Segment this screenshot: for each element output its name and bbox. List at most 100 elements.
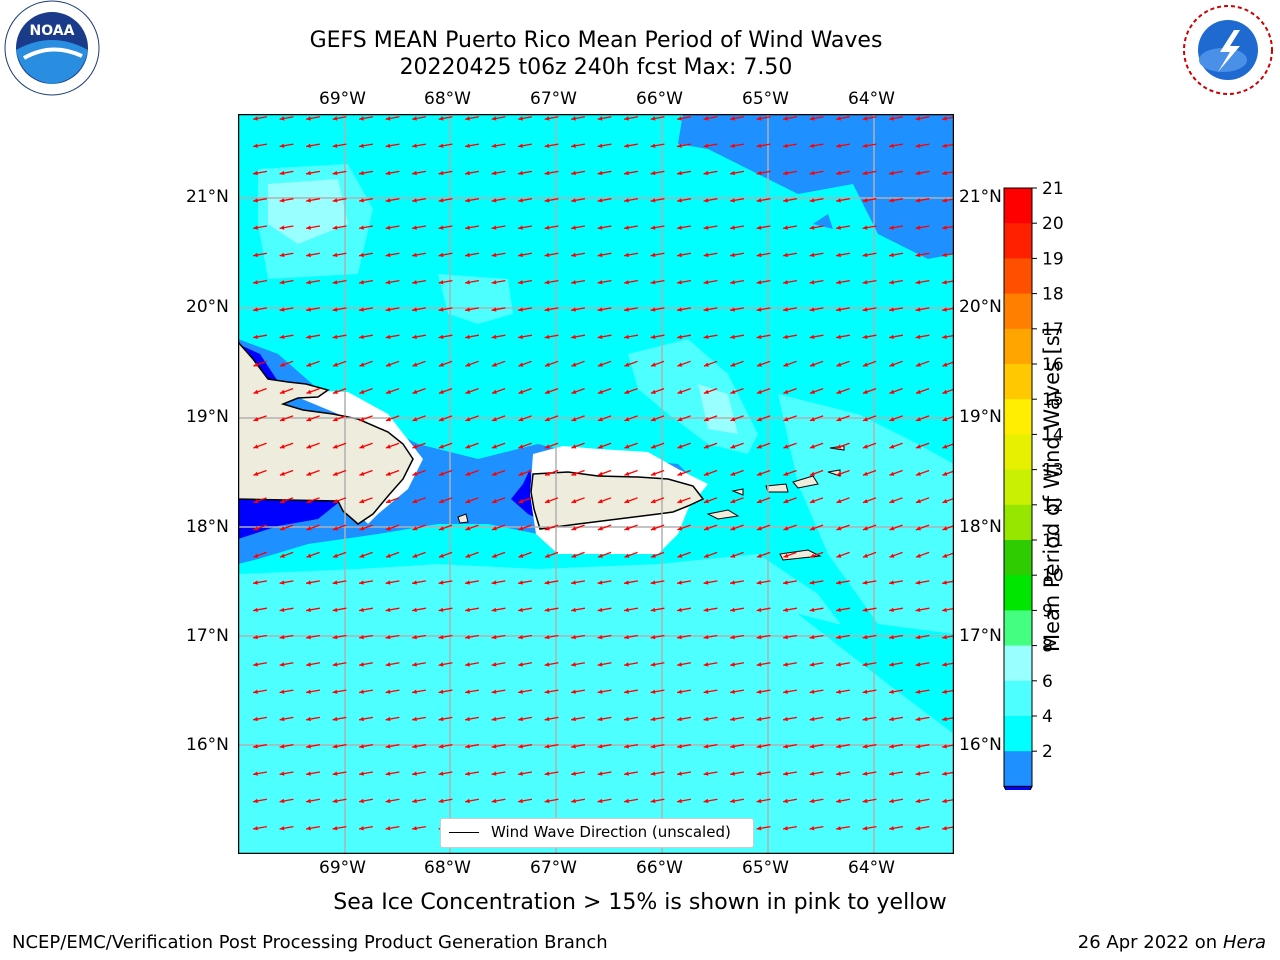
wave-arrow	[544, 415, 559, 422]
wave-arrow	[411, 116, 427, 121]
wave-arrow	[836, 469, 850, 476]
wave-arrow	[677, 551, 691, 558]
wave-arrow	[544, 580, 559, 585]
wave-arrow	[756, 116, 771, 121]
wave-arrow	[676, 798, 692, 804]
wave-arrow	[279, 469, 294, 476]
wave-arrow	[491, 634, 506, 640]
wave-arrow	[252, 334, 268, 339]
wave-arrow	[517, 334, 533, 339]
wave-arrow	[491, 716, 506, 722]
wave-arrow	[253, 387, 267, 395]
wave-arrow	[809, 716, 824, 722]
wave-arrow	[252, 716, 268, 722]
wave-arrow	[332, 469, 347, 476]
wave-arrow	[809, 307, 824, 312]
wave-arrow	[359, 469, 373, 476]
colorbar-tick-label: 4	[1042, 707, 1053, 727]
wave-arrow	[835, 662, 851, 667]
lon-label-bottom-68w: 68°W	[424, 858, 471, 878]
wave-arrow	[465, 415, 479, 422]
colorbar-graphic: 21 20 19 18 17 16 15 14 13 12 11 10 9 8 6 4 2	[1003, 179, 1064, 816]
wave-arrow	[464, 607, 480, 612]
wave-arrow	[517, 307, 533, 312]
wave-arrow	[385, 225, 400, 230]
wave-arrow	[518, 387, 532, 395]
wave-arrow	[597, 252, 612, 258]
wave-arrow	[756, 469, 771, 476]
wave-arrow	[703, 143, 718, 148]
wave-arrow	[862, 307, 877, 312]
colorbar-segment	[1004, 258, 1032, 295]
wave-arrow	[597, 551, 612, 558]
wave-arrow	[358, 580, 374, 585]
wave-arrow	[888, 689, 904, 694]
wave-arrow	[915, 524, 930, 531]
wave-arrow	[279, 334, 294, 339]
wave-arrow	[385, 825, 400, 831]
wave-arrow	[756, 607, 771, 612]
wave-arrow	[491, 170, 506, 176]
wave-arrow	[624, 524, 638, 531]
blue-patch	[813, 214, 833, 229]
wave-arrow	[756, 360, 771, 367]
wave-arrow	[836, 387, 850, 395]
wave-arrow	[544, 387, 559, 395]
wave-arrow	[915, 607, 930, 612]
wave-arrow	[571, 469, 585, 476]
wave-arrow	[332, 716, 347, 722]
colorbar-tick-label: 6	[1042, 672, 1053, 692]
wave-arrow	[358, 689, 374, 694]
wave-arrow	[650, 634, 665, 640]
wave-arrow	[517, 116, 533, 121]
wave-arrow	[862, 634, 877, 640]
wave-arrow	[703, 442, 718, 449]
wave-arrow	[438, 551, 453, 558]
wave-arrow	[915, 689, 930, 694]
colorbar-segment	[1004, 364, 1032, 400]
wave-arrow	[491, 279, 506, 285]
footer-date-text: 26 Apr 2022 on	[1077, 932, 1223, 953]
wave-arrow	[438, 469, 453, 476]
wave-arrow	[517, 662, 533, 667]
wave-arrow	[464, 798, 480, 804]
wave-arrow	[491, 798, 506, 804]
wave-arrow	[305, 662, 321, 667]
wave-arrow	[915, 771, 930, 776]
wave-arrow	[835, 116, 851, 121]
wave-arrow	[438, 334, 453, 339]
wave-arrow	[411, 689, 427, 694]
wave-arrow	[544, 716, 559, 722]
wave-arrow	[411, 662, 427, 667]
wave-arrow	[624, 551, 638, 558]
wave-arrow	[570, 116, 586, 121]
wave-arrow	[703, 798, 718, 804]
wave-arrow	[385, 116, 400, 121]
wave-arrow	[623, 607, 639, 612]
wave-arrow	[332, 334, 347, 339]
wave-arrow	[491, 143, 506, 148]
wave-arrow	[888, 798, 904, 804]
wave-arrow	[544, 551, 559, 558]
wave-arrow	[464, 771, 480, 776]
noaa-logo-text: NOAA	[30, 23, 75, 39]
colorbar-tick-label: 13	[1042, 461, 1064, 481]
wave-arrow	[597, 387, 612, 395]
wave-arrow	[252, 689, 268, 694]
wave-arrow	[332, 198, 347, 203]
wave-arrow	[252, 307, 268, 312]
wave-arrow	[809, 170, 824, 176]
wave-arrow	[570, 170, 586, 176]
wave-arrow	[597, 279, 612, 285]
wave-arrow	[835, 689, 851, 694]
wave-arrow	[862, 279, 877, 285]
light-region-n	[438, 274, 513, 324]
wave-arrow	[677, 524, 691, 531]
wave-arrow	[624, 497, 638, 504]
wave-arrow	[782, 307, 798, 312]
wave-arrow	[756, 143, 771, 148]
colorbar-tick-label: 2	[1042, 742, 1053, 762]
wave-arrow	[650, 744, 665, 749]
wave-arrow	[730, 497, 744, 504]
wave-arrow	[624, 387, 638, 395]
